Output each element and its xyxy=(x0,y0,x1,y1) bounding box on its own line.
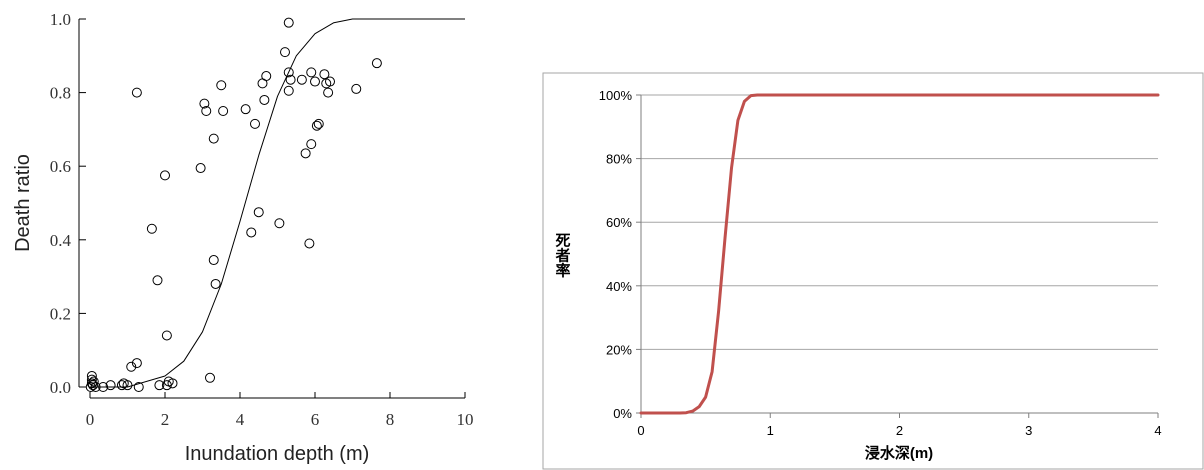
data-point xyxy=(296,74,307,85)
x-tick-label: 2 xyxy=(161,410,170,429)
data-point xyxy=(146,223,157,234)
x-tick-label: 10 xyxy=(457,410,474,429)
data-point xyxy=(323,87,334,98)
data-point xyxy=(105,380,116,391)
data-point xyxy=(371,58,382,69)
data-point xyxy=(88,380,98,391)
y-tick-label: 1.0 xyxy=(50,10,71,29)
data-point xyxy=(195,163,206,174)
data-point xyxy=(216,80,227,91)
data-point xyxy=(160,170,170,181)
data-point xyxy=(126,361,137,372)
x-tick-label: 4 xyxy=(236,410,245,429)
data-point xyxy=(261,71,272,82)
data-point xyxy=(218,106,229,116)
y-axis-title: 死者率 xyxy=(554,233,571,279)
data-point xyxy=(240,104,251,115)
y-tick-label: 80% xyxy=(606,152,632,167)
data-point xyxy=(285,74,296,85)
data-point xyxy=(90,382,101,392)
data-point xyxy=(116,380,127,391)
x-tick-label: 6 xyxy=(311,410,320,429)
y-tick-label: 60% xyxy=(606,215,632,230)
x-tick-label: 4 xyxy=(1154,423,1161,438)
data-point xyxy=(131,87,142,98)
x-tick-label: 0 xyxy=(637,423,644,438)
data-point xyxy=(253,207,264,218)
data-point xyxy=(133,382,144,392)
y-tick-label: 0% xyxy=(613,406,632,421)
data-point xyxy=(210,278,221,289)
data-point xyxy=(250,118,260,129)
data-point xyxy=(311,120,322,131)
y-tick-label: 20% xyxy=(606,342,632,357)
data-point xyxy=(122,380,133,391)
fitted-curve-line xyxy=(90,18,465,388)
data-point xyxy=(208,133,219,144)
data-point xyxy=(319,69,330,80)
y-tick-label: 40% xyxy=(606,279,632,294)
data-point xyxy=(306,67,317,78)
y-tick-label: 0.0 xyxy=(50,378,71,397)
data-point xyxy=(283,85,294,96)
data-point xyxy=(304,238,315,249)
x-axis-title: 浸水深(m) xyxy=(865,444,933,462)
data-point xyxy=(325,76,335,87)
death-rate-line xyxy=(639,93,1160,415)
data-point xyxy=(306,139,317,150)
data-point xyxy=(205,372,215,383)
x-tick-label: 1 xyxy=(767,423,774,438)
data-point xyxy=(98,382,109,392)
y-tick-label: 0.6 xyxy=(50,157,71,176)
y-axis-title: Death ratio xyxy=(12,154,34,252)
x-tick-label: 8 xyxy=(386,410,395,429)
data-point xyxy=(300,148,311,159)
data-point xyxy=(131,358,142,369)
x-axis-title: Inundation depth (m) xyxy=(185,443,370,465)
data-point xyxy=(167,378,178,389)
data-point xyxy=(154,380,165,391)
y-tick-label: 0.4 xyxy=(50,231,72,250)
data-point xyxy=(161,330,172,341)
chart-frame xyxy=(542,72,1204,470)
data-point xyxy=(208,255,219,266)
data-point xyxy=(280,47,290,58)
x-tick-label: 3 xyxy=(1025,423,1032,438)
data-point xyxy=(88,376,99,387)
data-point xyxy=(310,76,320,87)
data-point xyxy=(283,67,294,78)
x-tick-label: 2 xyxy=(896,423,903,438)
data-point xyxy=(246,227,257,238)
data-point xyxy=(201,106,212,116)
line-chart-death-rate: 0% 20% 40% 60% 80% 100% 0 1 2 3 4 浸水深(m) 死者率 xyxy=(542,72,1204,470)
data-point xyxy=(283,17,294,28)
x-tick-label: 0 xyxy=(86,410,95,429)
data-point xyxy=(259,94,270,105)
data-point xyxy=(351,83,362,94)
data-point xyxy=(313,118,324,129)
y-tick-label: 0.2 xyxy=(50,304,71,323)
y-tick-label: 100% xyxy=(599,88,633,103)
data-point xyxy=(199,98,210,109)
y-tick-label: 0.8 xyxy=(50,84,71,103)
data-point xyxy=(152,275,163,286)
data-point xyxy=(274,218,285,229)
data-point xyxy=(86,378,97,389)
scatter-chart-death-ratio: 0.0 0.2 0.4 0.6 0.8 1.0 0 2 4 6 8 10 Inundation dept… xyxy=(12,10,474,465)
